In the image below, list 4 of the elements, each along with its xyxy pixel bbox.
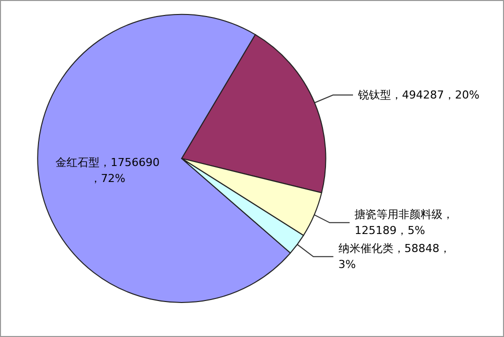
slice-label: 纳米催化类，58848，3% — [338, 242, 450, 272]
slice-label: 锐钛型，494287，20% — [357, 88, 480, 102]
slice-label: 金红石型，1756690，72% — [56, 156, 160, 185]
slice-label: 搪瓷等用非颜料级，125189，5% — [354, 208, 454, 238]
